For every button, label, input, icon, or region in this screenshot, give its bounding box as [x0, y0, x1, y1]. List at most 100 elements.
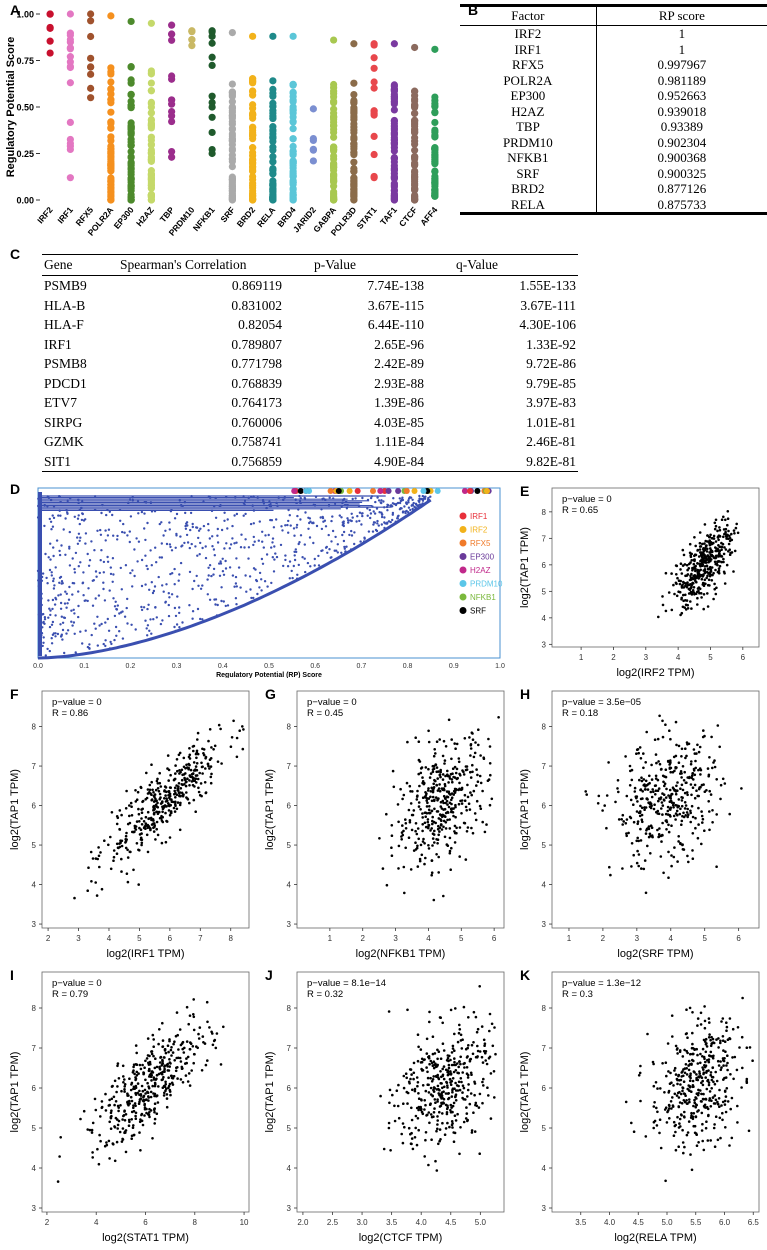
- point: [104, 644, 107, 648]
- point: [66, 602, 69, 605]
- point: [94, 857, 98, 860]
- point: [117, 846, 120, 850]
- point: [189, 528, 192, 532]
- point: [409, 508, 412, 512]
- point: [673, 1092, 677, 1096]
- point: [181, 621, 184, 624]
- x-tick-label: 3.5: [575, 1218, 587, 1227]
- point: [667, 760, 670, 763]
- table-row: PSMB8 0.771798 2.42E-89 9.72E-86: [42, 354, 578, 374]
- point: [127, 123, 135, 131]
- point: [223, 547, 226, 550]
- point: [187, 755, 191, 759]
- point: [127, 191, 135, 199]
- point: [197, 584, 200, 587]
- point: [45, 576, 48, 580]
- point: [44, 654, 47, 657]
- rp-score-cell: 0.93389: [660, 119, 704, 134]
- point: [451, 1126, 454, 1129]
- point: [158, 797, 161, 801]
- pvalue-cell: 4.90E-84: [284, 451, 426, 472]
- point: [701, 557, 705, 561]
- point: [681, 765, 685, 768]
- point: [419, 843, 423, 847]
- point: [269, 177, 277, 185]
- point: [82, 1109, 86, 1113]
- point: [450, 1123, 454, 1127]
- point: [709, 1105, 713, 1108]
- point: [653, 738, 657, 741]
- point: [70, 609, 73, 612]
- point: [709, 1050, 713, 1054]
- point: [432, 1066, 436, 1070]
- strip-polr3d: [350, 40, 358, 204]
- point: [684, 804, 688, 807]
- point: [455, 742, 459, 746]
- panel-label-h: H: [520, 686, 531, 702]
- point: [698, 548, 702, 551]
- qvalue-cell: 1.55E-133: [519, 278, 576, 293]
- x-tick-label: 0.2: [126, 663, 136, 670]
- point: [176, 1066, 179, 1069]
- point: [652, 807, 656, 811]
- point: [432, 786, 436, 789]
- point: [188, 753, 192, 757]
- point: [642, 867, 646, 871]
- point: [137, 540, 141, 543]
- point: [469, 743, 473, 746]
- point: [197, 1032, 200, 1036]
- point: [411, 43, 419, 52]
- point: [736, 1104, 739, 1108]
- point: [147, 69, 155, 77]
- y-tick-label: 7: [542, 1044, 547, 1053]
- point: [736, 531, 740, 535]
- point: [668, 807, 672, 811]
- point: [688, 1079, 692, 1082]
- point: [678, 1122, 681, 1125]
- point: [428, 1010, 431, 1014]
- point: [452, 789, 456, 793]
- point: [430, 1115, 434, 1119]
- point: [652, 1062, 655, 1066]
- point: [705, 576, 708, 580]
- point: [212, 567, 216, 571]
- point: [450, 796, 454, 799]
- point: [413, 1089, 417, 1093]
- point: [432, 754, 436, 758]
- point: [137, 883, 140, 886]
- legend-swatch: [459, 566, 467, 574]
- point: [42, 636, 45, 639]
- point: [457, 1071, 460, 1075]
- point: [175, 793, 179, 797]
- point: [695, 789, 698, 792]
- point: [148, 629, 151, 632]
- point: [462, 1062, 465, 1066]
- point: [383, 521, 386, 524]
- point: [664, 768, 668, 771]
- point: [81, 512, 85, 516]
- x-tick-label: 8: [193, 1218, 198, 1227]
- y-tick-label: 3: [542, 1204, 547, 1213]
- point: [709, 1038, 712, 1042]
- point: [309, 105, 317, 113]
- point: [461, 1096, 464, 1100]
- point: [427, 823, 430, 827]
- point: [650, 763, 653, 767]
- point: [669, 766, 673, 770]
- point: [461, 1038, 464, 1041]
- point: [427, 826, 430, 830]
- point: [249, 182, 257, 190]
- point: [476, 1055, 479, 1058]
- point: [342, 530, 346, 534]
- point: [221, 557, 224, 560]
- point: [473, 751, 477, 755]
- point: [58, 549, 61, 553]
- point: [428, 776, 432, 779]
- x-tick-label: 3: [76, 934, 81, 943]
- point: [705, 1071, 708, 1074]
- point: [473, 1130, 477, 1133]
- point: [677, 1096, 681, 1099]
- point: [712, 534, 716, 538]
- x-tick-label: 2.0: [297, 1218, 309, 1227]
- point: [397, 867, 400, 870]
